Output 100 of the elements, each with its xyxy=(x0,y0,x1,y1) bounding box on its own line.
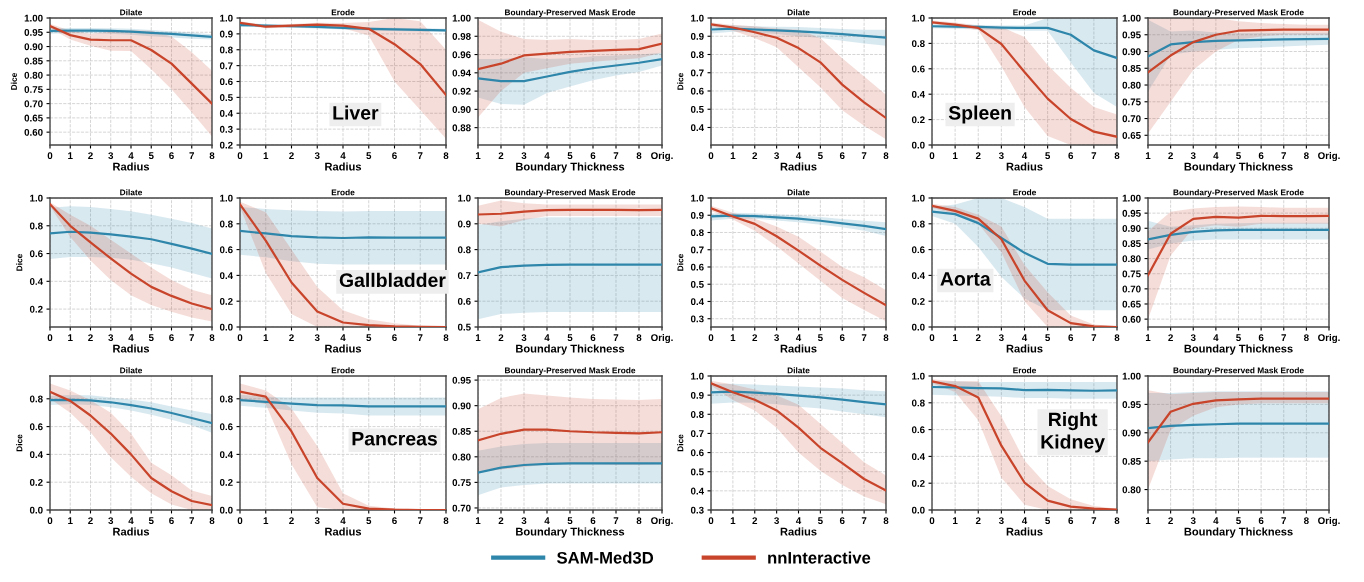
x-axis-title: Boundary Thickness xyxy=(1184,527,1293,538)
y-axis-title: Dice xyxy=(677,253,684,271)
x-tick-label: 0 xyxy=(47,517,53,525)
x-axis-title: Boundary Thickness xyxy=(1184,162,1293,173)
chart-title: Erode xyxy=(331,9,355,16)
x-tick-label: 3 xyxy=(521,152,527,160)
y-tick-label: 0.4 xyxy=(911,90,925,98)
y-tick-label: 0.0 xyxy=(911,323,925,331)
y-axis-title: Dice xyxy=(16,434,23,452)
x-tick-label: 4 xyxy=(128,334,134,341)
y-tick-label: 0.2 xyxy=(219,141,233,149)
line-series xyxy=(478,462,662,474)
x-tick-label: 0 xyxy=(47,152,53,160)
y-tick-label: 0.60 xyxy=(1122,315,1141,323)
y-tick-label: 0.90 xyxy=(452,402,471,410)
line-series xyxy=(240,21,446,97)
x-tick-label: 5 xyxy=(366,517,372,525)
x-tick-label: 8 xyxy=(1114,517,1120,525)
x-axis-title: Radius xyxy=(113,527,150,536)
y-tick-label: 0.96 xyxy=(452,51,471,59)
line-series xyxy=(711,27,886,39)
x-tick-label: 8 xyxy=(443,334,449,342)
y-tick-label: 0.4 xyxy=(690,487,704,495)
line-series xyxy=(50,230,212,255)
chart-title: Dilate xyxy=(120,367,143,374)
x-tick-label: 7 xyxy=(861,152,867,159)
y-tick-label: 0.95 xyxy=(24,29,43,36)
x-tick-label: 6 xyxy=(169,152,174,160)
x-tick-label: 8 xyxy=(883,334,889,342)
x-tick-label: 7 xyxy=(189,334,195,341)
x-tick-label: 5 xyxy=(366,334,372,342)
annotation: Right Kidney xyxy=(1041,412,1105,453)
x-tick-label: 1 xyxy=(263,152,269,159)
x-tick-label: Orig. xyxy=(651,516,673,527)
x-tick-label: 6 xyxy=(839,334,845,342)
y-tick-label: 1.00 xyxy=(1122,194,1141,202)
x-tick-label: 8 xyxy=(1114,152,1120,160)
x-tick-label: 2 xyxy=(88,334,93,341)
line-series xyxy=(1148,37,1329,58)
x-tick-label: 6 xyxy=(590,152,596,160)
y-tick-label: 0.90 xyxy=(452,106,471,113)
y-tick-label: 0.85 xyxy=(1122,65,1141,72)
x-tick-label: 6 xyxy=(590,517,596,525)
x-tick-label: 1 xyxy=(263,334,269,341)
y-tick-label: 1.0 xyxy=(30,194,43,202)
y-tick-label: 0.70 xyxy=(1122,285,1141,293)
x-tick-label: 0 xyxy=(237,334,243,342)
y-tick-label: 0.88 xyxy=(452,124,471,132)
y-tick-label: 0.95 xyxy=(452,376,471,384)
x-tick-label: 2 xyxy=(1168,334,1173,341)
y-tick-label: 0.80 xyxy=(24,71,43,79)
x-tick-label: 4 xyxy=(795,334,802,341)
x-tick-label: 1 xyxy=(730,517,736,524)
x-tick-label: 8 xyxy=(883,152,889,160)
x-tick-label: 5 xyxy=(567,334,573,342)
line-series xyxy=(478,42,662,71)
y-tick-label: 0.9 xyxy=(690,391,704,399)
x-tick-label: 1 xyxy=(475,334,481,341)
x-tick-label: 1 xyxy=(68,152,73,159)
line-series xyxy=(478,263,662,274)
x-tick-label: 1 xyxy=(730,334,736,341)
x-tick-label: 3 xyxy=(998,152,1004,160)
y-axis-title: Dice xyxy=(10,72,17,90)
y-tick-label: 0.8 xyxy=(690,411,704,418)
y-tick-label: 0.0 xyxy=(911,141,925,149)
line-series xyxy=(932,25,1117,60)
y-tick-label: 0.0 xyxy=(219,506,233,514)
y-tick-label: 0.6 xyxy=(690,263,704,271)
y-tick-label: 0.8 xyxy=(219,46,233,54)
y-tick-label: 0.80 xyxy=(1122,255,1141,263)
y-tick-label: 0.60 xyxy=(24,128,43,136)
y-tick-label: 0.8 xyxy=(29,395,43,403)
x-tick-label: 0 xyxy=(708,152,714,160)
x-tick-label: 3 xyxy=(314,517,320,525)
line-series xyxy=(711,390,886,406)
x-tick-label: 1 xyxy=(953,152,958,159)
x-tick-label: 6 xyxy=(1068,517,1074,525)
x-tick-label: 7 xyxy=(613,517,619,524)
y-tick-label: 0.5 xyxy=(690,468,704,476)
y-tick-label: 0.70 xyxy=(24,100,43,108)
y-tick-label: 0.8 xyxy=(690,229,704,237)
chart-title: Boundary-Preserved Mask Erode xyxy=(505,9,636,17)
y-tick-label: 0.2 xyxy=(911,297,925,305)
y-tick-label: 0.0 xyxy=(911,506,925,514)
x-axis-title: Boundary Thickness xyxy=(516,344,625,355)
y-tick-label: 0.6 xyxy=(911,65,925,73)
x-tick-label: 6 xyxy=(1258,334,1264,342)
y-tick-label: 0.65 xyxy=(1122,132,1141,139)
annotation: Spleen xyxy=(948,105,1011,124)
x-tick-label: 2 xyxy=(975,517,981,524)
x-tick-label: 7 xyxy=(1281,334,1287,341)
line-series xyxy=(1148,214,1329,277)
y-tick-label: 0.90 xyxy=(1122,225,1141,232)
y-tick-label: 1.0 xyxy=(691,14,704,22)
y-tick-label: 0.80 xyxy=(452,453,471,461)
chart-title: Boundary-Preserved Mask Erode xyxy=(505,367,636,375)
chart-title: Boundary-Preserved Mask Erode xyxy=(1173,367,1304,375)
y-tick-label: 0.8 xyxy=(911,40,925,48)
x-tick-label: 8 xyxy=(883,517,889,525)
x-tick-label: Orig. xyxy=(1318,516,1340,527)
